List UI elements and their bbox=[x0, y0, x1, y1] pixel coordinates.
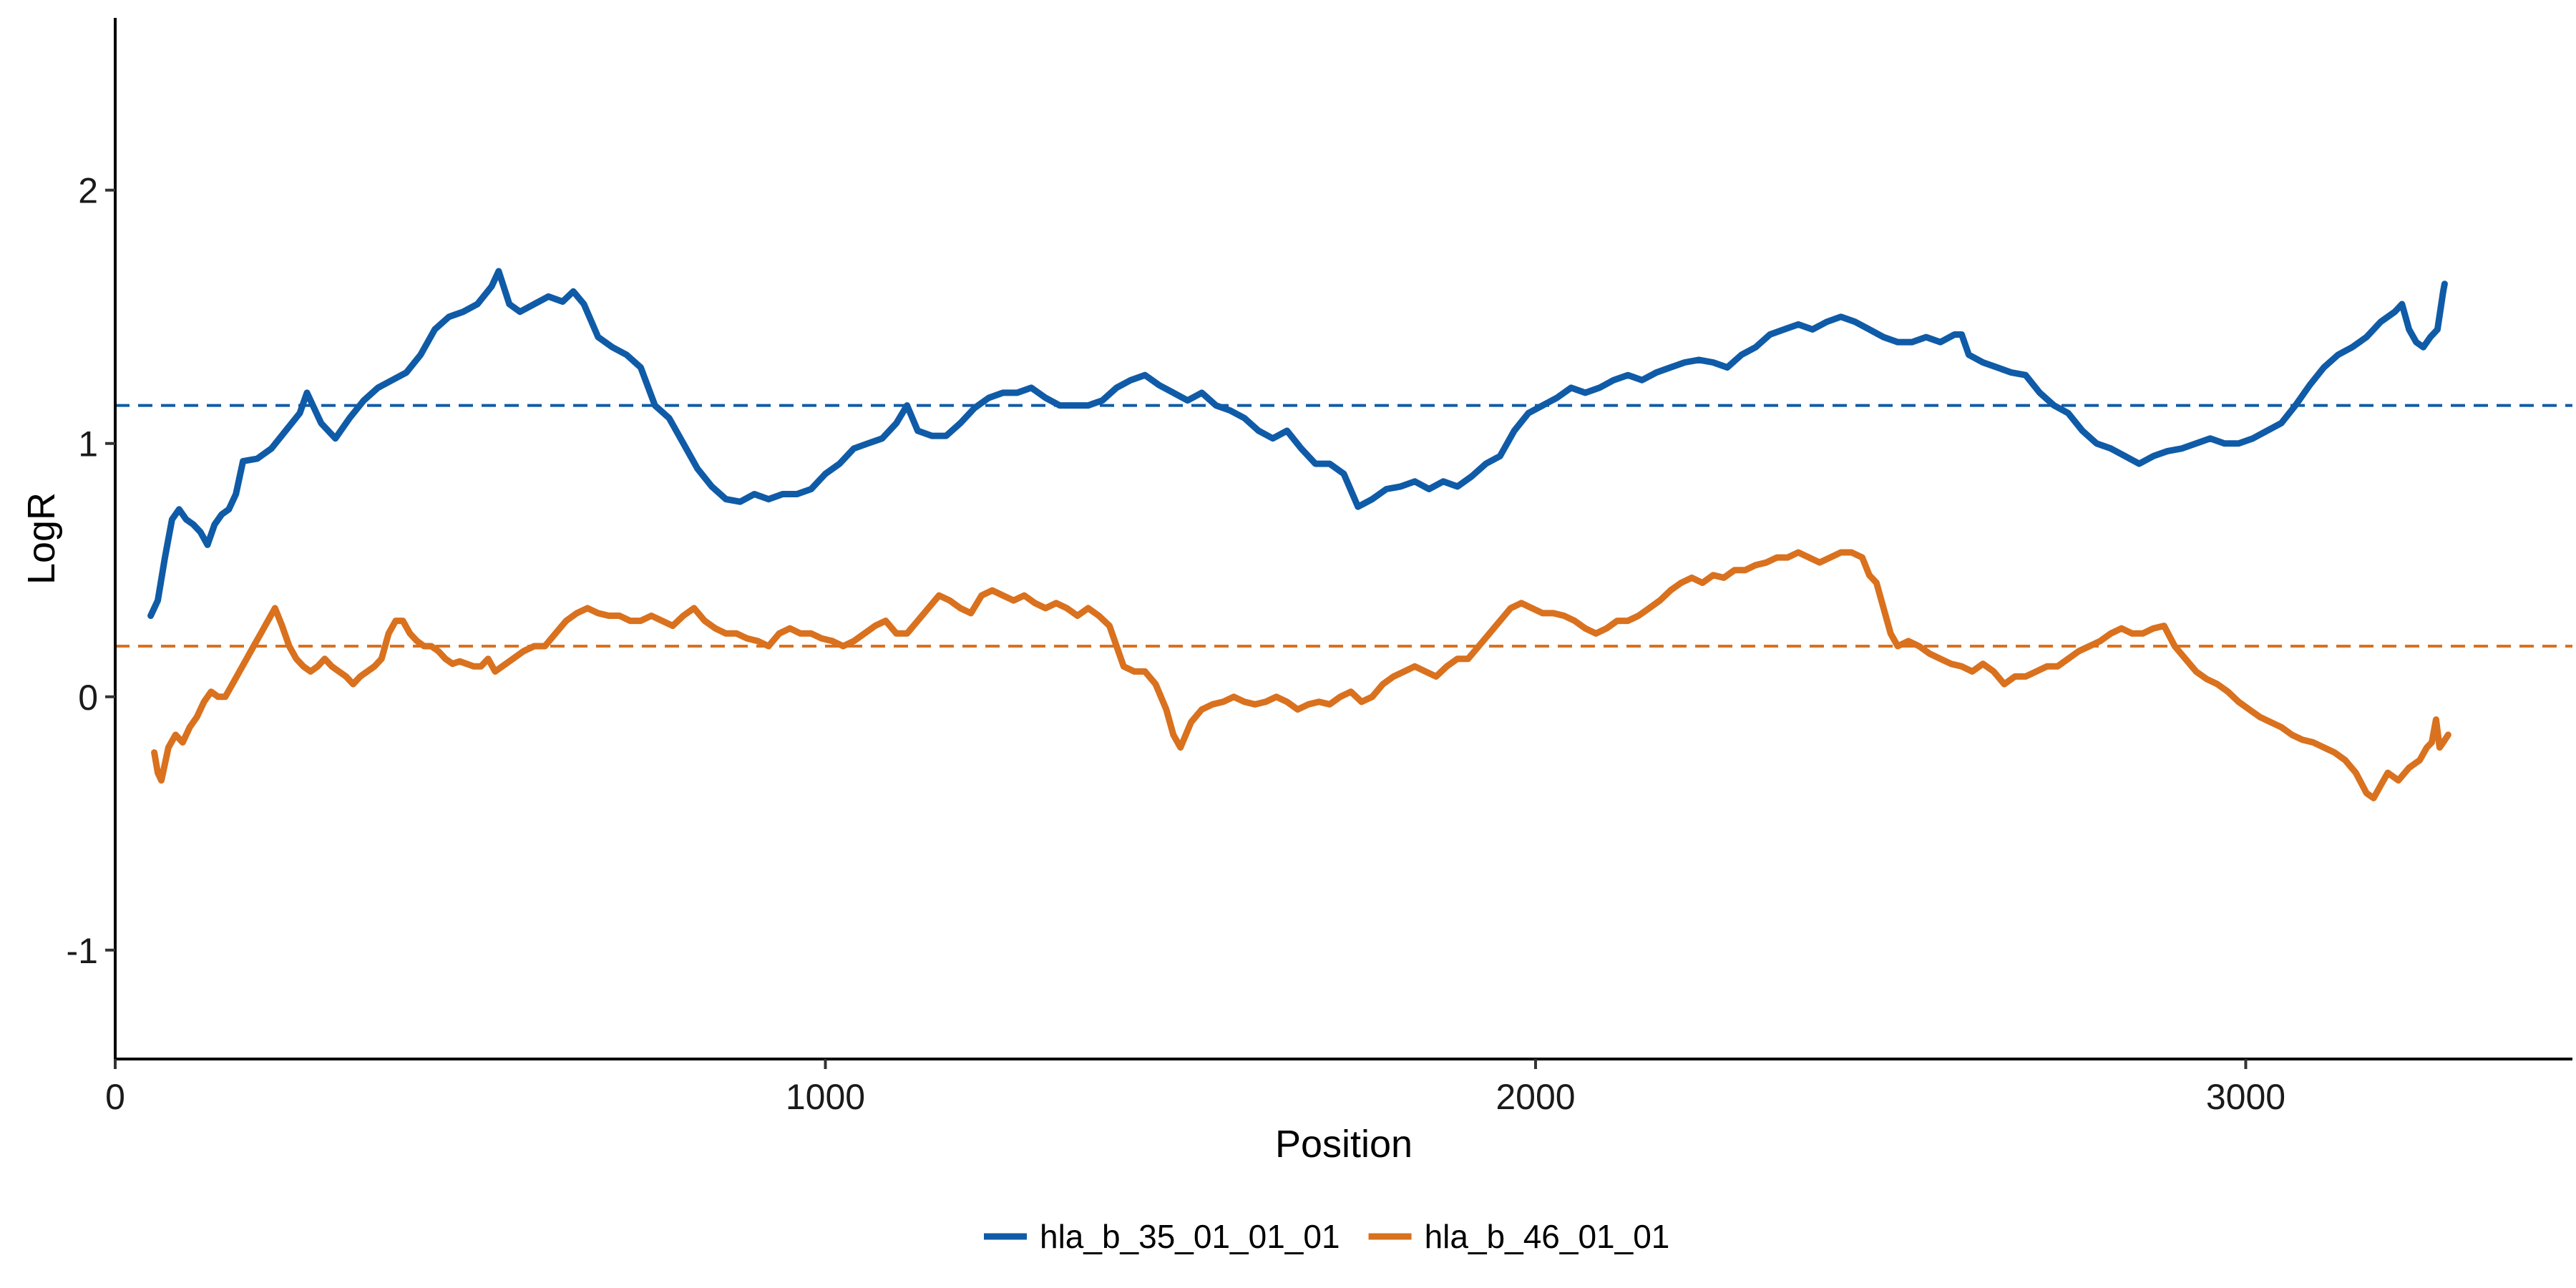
legend-label-1: hla_b_35_01_01_01 bbox=[1040, 1218, 1340, 1255]
series-lines bbox=[147, 268, 2451, 801]
x-axis-ticks: 0 1000 2000 3000 bbox=[105, 1059, 2285, 1117]
x-tick-label: 3000 bbox=[2206, 1077, 2285, 1117]
legend-label-2: hla_b_46_01_01 bbox=[1425, 1218, 1670, 1255]
series-line-1 bbox=[147, 268, 2448, 619]
y-tick-label: 1 bbox=[78, 424, 98, 464]
y-axis-title: LogR bbox=[20, 492, 63, 585]
y-axis-ticks: -1 0 1 2 bbox=[67, 171, 115, 971]
x-tick-label: 1000 bbox=[786, 1077, 865, 1117]
x-tick-label: 2000 bbox=[1496, 1077, 1575, 1117]
x-tick-label: 0 bbox=[105, 1077, 125, 1117]
x-axis-title: Position bbox=[1275, 1123, 1413, 1166]
y-tick-label: 2 bbox=[78, 171, 98, 211]
y-tick-label: 0 bbox=[78, 678, 98, 718]
series-line-2 bbox=[151, 549, 2451, 801]
reference-lines bbox=[115, 404, 2572, 648]
legend: hla_b_35_01_01_01 hla_b_46_01_01 bbox=[984, 1218, 1669, 1255]
y-tick-label: -1 bbox=[67, 931, 98, 971]
